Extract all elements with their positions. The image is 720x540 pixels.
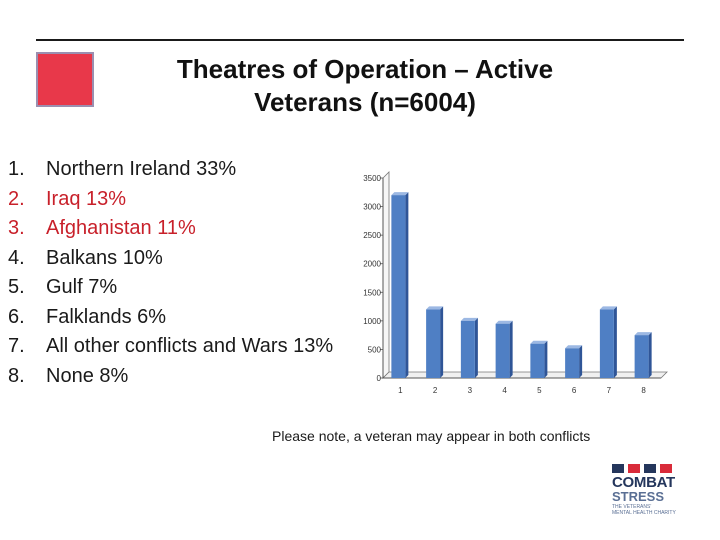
logo-word-stress: STRESS bbox=[612, 489, 665, 504]
conflict-number: 8. bbox=[8, 364, 25, 387]
bar bbox=[495, 320, 513, 378]
conflict-number: 5. bbox=[8, 276, 25, 298]
bar-front bbox=[391, 195, 406, 378]
y-tick-label: 0 bbox=[377, 374, 382, 383]
bar bbox=[391, 192, 409, 378]
conflict-label: All other conflicts and Wars 13% bbox=[46, 335, 334, 357]
bar bbox=[599, 306, 617, 378]
chart-bars bbox=[391, 192, 652, 378]
conflict-item: 6. Falklands 6% bbox=[8, 303, 333, 333]
x-tick-label: 4 bbox=[502, 386, 507, 395]
bar-side bbox=[440, 306, 444, 378]
conflict-number: 6. bbox=[8, 305, 25, 328]
logo-word-combat: COMBAT bbox=[612, 474, 675, 491]
bar-front bbox=[599, 309, 614, 378]
y-tick-label: 500 bbox=[368, 345, 382, 354]
conflict-number: 1. bbox=[8, 158, 25, 180]
title-line-2: Veterans (n=6004) bbox=[254, 87, 476, 117]
chart-axes bbox=[382, 171, 668, 379]
y-tick-label: 3500 bbox=[363, 174, 381, 183]
x-tick-label: 2 bbox=[433, 386, 438, 395]
bar-side bbox=[474, 317, 478, 378]
bar-front bbox=[634, 335, 649, 378]
conflict-number: 4. bbox=[8, 246, 25, 269]
conflict-item: 4. Balkans 10% bbox=[8, 244, 333, 274]
x-tick-label: 7 bbox=[607, 386, 612, 395]
top-divider bbox=[36, 39, 684, 41]
bar-side bbox=[405, 192, 409, 378]
chart-floor bbox=[382, 371, 668, 379]
combat-stress-logo: COMBAT STRESS THE VETERANS' MENTAL HEALT… bbox=[612, 464, 688, 516]
conflict-number: 7. bbox=[8, 335, 25, 357]
title-line-1: Theatres of Operation – Active bbox=[176, 54, 554, 84]
conflict-label: Iraq 13% bbox=[46, 187, 127, 210]
x-tick-label: 6 bbox=[572, 386, 577, 395]
slide-title: Theatres of Operation – Active Veterans … bbox=[100, 53, 630, 119]
bar bbox=[565, 345, 583, 378]
y-tick-label: 2500 bbox=[363, 231, 381, 240]
bar-top bbox=[565, 345, 583, 349]
conflict-item: 7. All other conflicts and Wars 13% bbox=[8, 332, 333, 362]
bar-front bbox=[426, 309, 441, 378]
bar-side bbox=[544, 340, 548, 378]
bar-side bbox=[613, 306, 617, 378]
logo-bar bbox=[628, 464, 640, 473]
bar-top bbox=[530, 340, 548, 344]
y-tick-labels: 0 500 1000 1500 2000 2500 3000 3500 bbox=[363, 174, 383, 383]
logo-bar bbox=[660, 464, 672, 473]
bar-side bbox=[579, 345, 583, 378]
x-tick-label: 3 bbox=[468, 386, 473, 395]
conflict-label: Falklands 6% bbox=[46, 305, 167, 328]
conflict-item: 3. Afghanistan 11% bbox=[8, 214, 333, 244]
conflict-number: 2. bbox=[8, 187, 25, 210]
conflict-item: 5. Gulf 7% bbox=[8, 273, 333, 303]
bar-top bbox=[426, 306, 444, 310]
conflict-label: Afghanistan 11% bbox=[46, 217, 196, 239]
conflict-label: Gulf 7% bbox=[46, 276, 118, 298]
conflict-number: 3. bbox=[8, 217, 25, 239]
bar bbox=[426, 306, 444, 378]
conflict-item: 2. Iraq 13% bbox=[8, 185, 333, 215]
logo-bar bbox=[644, 464, 656, 473]
bar-top bbox=[460, 317, 478, 321]
bar-side bbox=[648, 332, 652, 378]
red-accent-square bbox=[36, 52, 94, 107]
bar-front bbox=[495, 323, 510, 378]
y-tick-label: 3000 bbox=[363, 203, 381, 212]
x-tick-label: 8 bbox=[641, 386, 646, 395]
conflict-label: Balkans 10% bbox=[46, 246, 163, 269]
bar-front bbox=[565, 348, 580, 378]
logo-tagline-1: THE VETERANS' bbox=[612, 504, 652, 510]
bar-top bbox=[495, 320, 513, 324]
conflict-list: 1. Northern Ireland 33% 2. Iraq 13% 3. Afghan… bbox=[8, 155, 333, 391]
conflict-label: None 8% bbox=[46, 364, 129, 387]
chart-side-wall bbox=[382, 171, 390, 379]
x-tick-label: 1 bbox=[398, 386, 403, 395]
footnote: Please note, a veteran may appear in bot… bbox=[272, 428, 591, 444]
y-tick-label: 1000 bbox=[363, 317, 381, 326]
bar-top bbox=[391, 192, 409, 196]
bar-front bbox=[530, 343, 545, 378]
y-tick-label: 1500 bbox=[363, 288, 381, 297]
logo-bar bbox=[612, 464, 624, 473]
x-tick-labels: 1 2 3 4 5 6 7 8 bbox=[398, 386, 646, 395]
bar-top bbox=[599, 306, 617, 310]
bar bbox=[634, 332, 652, 378]
bar-front bbox=[460, 320, 475, 378]
logo-tagline-2: MENTAL HEALTH CHARITY bbox=[612, 510, 676, 516]
bar-top bbox=[634, 332, 652, 336]
conflict-item: 1. Northern Ireland 33% bbox=[8, 155, 333, 185]
bar bbox=[460, 317, 478, 378]
conflict-label: Northern Ireland 33% bbox=[46, 158, 237, 180]
bar-side bbox=[509, 320, 513, 378]
x-tick-label: 5 bbox=[537, 386, 542, 395]
y-tick-label: 2000 bbox=[363, 260, 381, 269]
conflict-item: 8. None 8% bbox=[8, 362, 333, 392]
logo-color-bars bbox=[612, 464, 688, 473]
bar bbox=[530, 340, 548, 378]
